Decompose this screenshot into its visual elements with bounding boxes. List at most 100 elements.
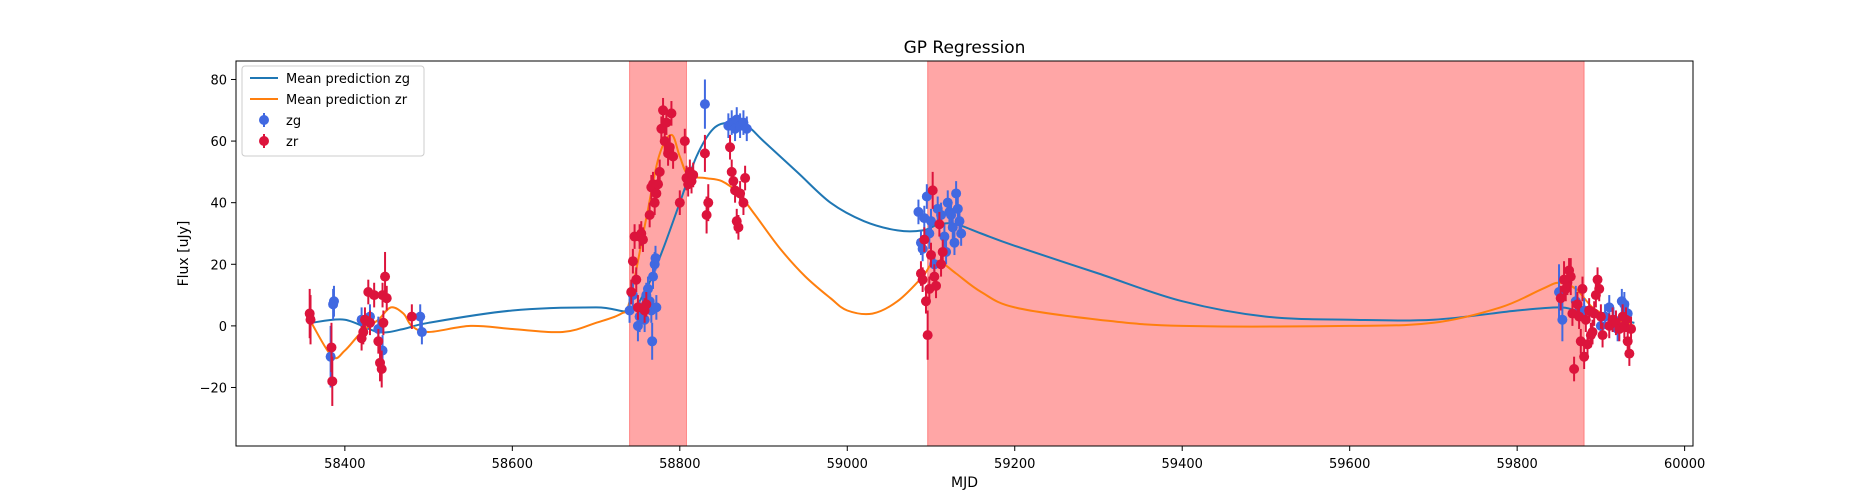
marker xyxy=(624,305,635,316)
marker xyxy=(380,271,391,282)
data-point xyxy=(733,215,744,240)
marker xyxy=(733,222,744,233)
y-tick-label: 40 xyxy=(210,197,227,212)
marker xyxy=(1597,330,1608,341)
marker xyxy=(934,219,945,230)
x-axis-ticks: 58400 58600 58800 59000 59200 59400 59600 59800… xyxy=(324,446,1705,472)
legend-entry-mean-prediction-zr: Mean prediction zr xyxy=(250,93,408,108)
data-point xyxy=(1594,276,1605,302)
legend-entry-zg: zg xyxy=(259,113,301,129)
data-point xyxy=(373,328,384,354)
line-mean-prediction-zr xyxy=(310,133,1635,360)
data-point xyxy=(1621,307,1632,333)
y-tick-label: −20 xyxy=(200,381,227,396)
data-point xyxy=(937,239,948,265)
marker xyxy=(661,117,672,128)
data-point xyxy=(1565,258,1576,296)
data-point xyxy=(641,292,652,317)
data-point xyxy=(624,298,635,323)
marker xyxy=(328,296,339,307)
marker xyxy=(956,228,967,239)
marker xyxy=(917,274,928,285)
data-point xyxy=(919,227,930,252)
data-point xyxy=(699,79,710,129)
marker xyxy=(939,231,950,242)
marker xyxy=(415,311,426,322)
data-point xyxy=(679,128,690,154)
data-point xyxy=(1587,319,1598,345)
marker xyxy=(1595,311,1606,322)
marker xyxy=(740,173,751,184)
marker xyxy=(1587,327,1598,338)
marker xyxy=(305,314,316,325)
data-point xyxy=(947,215,958,240)
marker xyxy=(647,336,658,347)
prediction-lines xyxy=(310,121,1635,360)
data-point xyxy=(703,184,714,222)
y-tick-label: 80 xyxy=(210,73,227,88)
marker xyxy=(668,151,679,162)
marker xyxy=(650,253,661,264)
data-point xyxy=(666,101,677,126)
data-point xyxy=(650,245,661,271)
marker xyxy=(358,327,369,338)
marker xyxy=(416,327,427,338)
data-point xyxy=(1569,356,1580,382)
data-point xyxy=(1557,298,1568,342)
marker xyxy=(937,246,948,257)
marker xyxy=(642,283,653,294)
marker xyxy=(654,166,665,177)
data-point xyxy=(931,273,942,299)
marker xyxy=(369,290,380,301)
marker xyxy=(703,197,714,208)
marker xyxy=(701,210,712,220)
data-point xyxy=(926,242,937,268)
data-point xyxy=(699,134,710,172)
legend-marker-swatch xyxy=(259,115,269,125)
marker xyxy=(952,203,963,214)
data-point xyxy=(380,251,391,302)
shaded-region-2 xyxy=(927,60,1585,447)
marker xyxy=(376,364,387,374)
y-axis-label: Flux [uJy] xyxy=(176,221,192,287)
marker xyxy=(364,317,375,328)
data-point xyxy=(378,310,389,336)
y-tick-label: 20 xyxy=(210,258,227,273)
marker xyxy=(653,179,664,190)
data-point xyxy=(688,162,699,188)
marker xyxy=(1624,348,1635,359)
x-tick-label: 59600 xyxy=(1329,457,1370,472)
x-tick-label: 59000 xyxy=(827,457,868,472)
marker xyxy=(674,197,685,208)
marker xyxy=(954,216,965,227)
marker xyxy=(627,256,638,267)
marker xyxy=(738,197,749,208)
data-point xyxy=(416,319,427,345)
series-zr xyxy=(304,97,1637,406)
marker xyxy=(637,234,648,245)
data-point xyxy=(626,279,637,305)
marker xyxy=(922,330,933,341)
x-tick-label: 58800 xyxy=(659,457,700,472)
data-point xyxy=(305,295,316,345)
marker xyxy=(936,259,947,270)
data-point xyxy=(637,227,648,252)
chart-title: GP Regression xyxy=(904,38,1026,58)
data-point xyxy=(381,285,392,311)
marker xyxy=(651,302,662,313)
marker xyxy=(951,188,962,199)
marker xyxy=(626,287,637,297)
marker xyxy=(1569,364,1580,374)
marker xyxy=(919,234,930,245)
shaded-regions xyxy=(629,60,1585,447)
marker xyxy=(631,274,642,285)
data-point xyxy=(661,110,672,135)
marker xyxy=(926,216,937,227)
marker xyxy=(917,243,928,254)
data-point xyxy=(644,202,655,228)
marker xyxy=(641,299,652,310)
marker xyxy=(1621,314,1632,325)
marker xyxy=(406,311,417,322)
marker xyxy=(688,169,699,180)
marker xyxy=(679,136,690,147)
